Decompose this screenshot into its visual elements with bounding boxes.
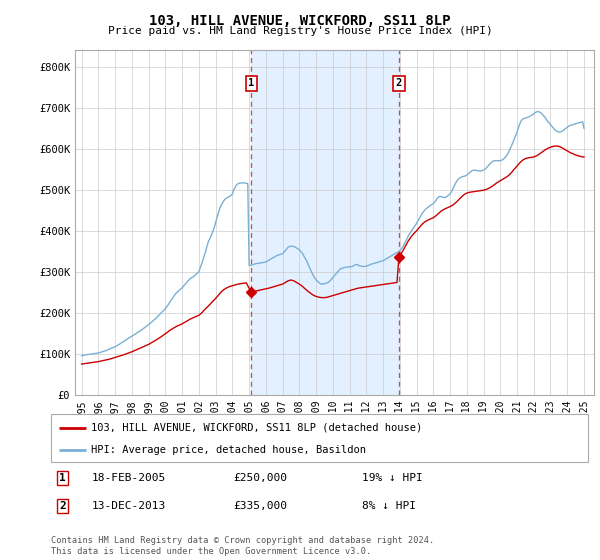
Text: Price paid vs. HM Land Registry's House Price Index (HPI): Price paid vs. HM Land Registry's House … xyxy=(107,26,493,36)
Text: 13-DEC-2013: 13-DEC-2013 xyxy=(91,501,166,511)
Text: 2: 2 xyxy=(396,78,402,88)
Text: 19% ↓ HPI: 19% ↓ HPI xyxy=(362,473,423,483)
Text: £250,000: £250,000 xyxy=(233,473,287,483)
Text: Contains HM Land Registry data © Crown copyright and database right 2024.
This d: Contains HM Land Registry data © Crown c… xyxy=(51,536,434,556)
Text: 8% ↓ HPI: 8% ↓ HPI xyxy=(362,501,416,511)
Text: 1: 1 xyxy=(59,473,66,483)
Bar xyxy=(251,50,399,395)
Text: 18-FEB-2005: 18-FEB-2005 xyxy=(91,473,166,483)
Text: 1: 1 xyxy=(248,78,254,88)
Text: 2: 2 xyxy=(59,501,66,511)
Text: HPI: Average price, detached house, Basildon: HPI: Average price, detached house, Basi… xyxy=(91,445,366,455)
Text: £335,000: £335,000 xyxy=(233,501,287,511)
Text: 103, HILL AVENUE, WICKFORD, SS11 8LP: 103, HILL AVENUE, WICKFORD, SS11 8LP xyxy=(149,14,451,28)
FancyBboxPatch shape xyxy=(51,414,588,462)
Text: 103, HILL AVENUE, WICKFORD, SS11 8LP (detached house): 103, HILL AVENUE, WICKFORD, SS11 8LP (de… xyxy=(91,423,422,433)
